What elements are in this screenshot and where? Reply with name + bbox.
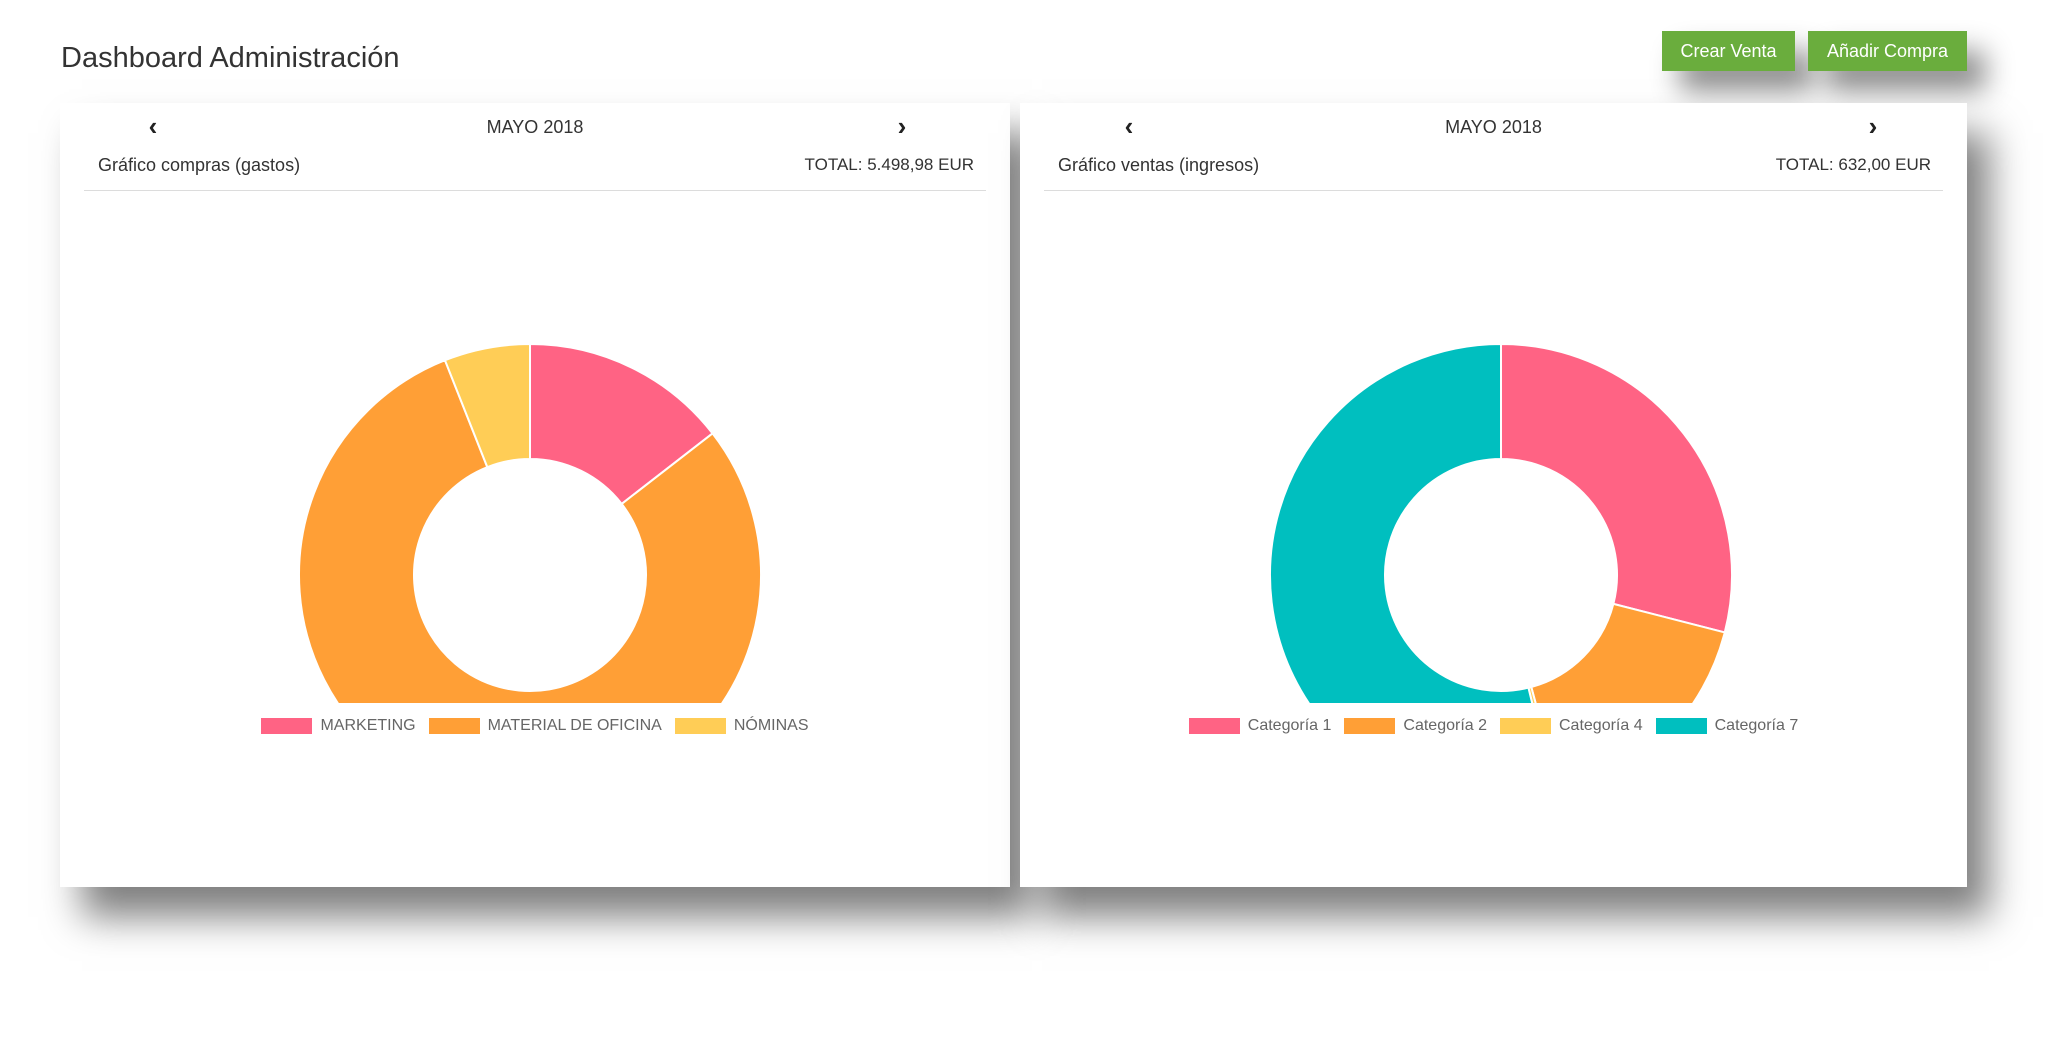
slice-categoria-7[interactable] — [1269, 342, 1556, 703]
compras-month: MAYO 2018 — [486, 117, 584, 137]
divider — [84, 190, 986, 191]
page-title: Dashboard Administración — [61, 42, 400, 74]
ventas-month: MAYO 2018 — [1445, 117, 1542, 137]
legend-item-nominas[interactable]: NÓMINAS — [674, 717, 809, 735]
crear-venta-button[interactable]: Crear Venta — [1662, 31, 1795, 71]
legend-item-categoria-1[interactable]: Categoría 1 — [1188, 717, 1332, 735]
chevron-right-icon[interactable]: › — [897, 111, 907, 141]
compras-panel: ‹ MAYO 2018 › Gráfico compras (gastos) T… — [60, 103, 1010, 887]
chevron-left-icon[interactable]: ‹ — [1124, 111, 1134, 141]
ventas-legend: Categoría 1 Categoría 2 Categoría 4 Categor… — [1020, 717, 1967, 735]
compras-panel-header: ‹ MAYO 2018 › Gráfico compras (gastos) T… — [60, 103, 1010, 193]
slice-marketing[interactable] — [529, 342, 714, 506]
divider — [1044, 190, 1943, 191]
legend-swatch — [1500, 718, 1551, 734]
legend-item-categoria-2[interactable]: Categoría 2 — [1344, 717, 1487, 735]
legend-item-marketing[interactable]: MARKETING — [261, 717, 416, 735]
ventas-doughnut-chart — [1269, 342, 1733, 703]
legend-label: NÓMINAS — [733, 717, 809, 734]
compras-total: TOTAL: 5.498,98 EUR — [804, 155, 974, 174]
legend-label: MARKETING — [320, 717, 416, 734]
compras-legend: MARKETING MATERIAL DE OFICINA NÓMINAS — [60, 717, 1010, 735]
slice-nominas[interactable] — [443, 342, 531, 469]
slice-categoria-1[interactable] — [1500, 342, 1733, 634]
legend-swatch — [1344, 718, 1396, 734]
anadir-compra-button[interactable]: Añadir Compra — [1808, 31, 1967, 71]
slice-categoria-2[interactable] — [1530, 602, 1726, 703]
ventas-subtitle: Gráfico ventas (ingresos) — [1058, 155, 1260, 175]
chevron-right-icon[interactable]: › — [1868, 111, 1878, 141]
ventas-total: TOTAL: 632,00 EUR — [1775, 155, 1931, 174]
legend-swatch — [674, 718, 726, 734]
compras-subtitle: Gráfico compras (gastos) — [98, 155, 301, 175]
ventas-panel: ‹ MAYO 2018 › Gráfico ventas (ingresos) … — [1020, 103, 1967, 887]
chevron-left-icon[interactable]: ‹ — [148, 111, 158, 141]
legend-label: Categoría 2 — [1403, 717, 1487, 734]
legend-item-categoria-7[interactable]: Categoría 7 — [1655, 717, 1799, 735]
legend-swatch — [261, 718, 313, 734]
compras-doughnut-chart — [298, 342, 762, 703]
legend-label: MATERIAL DE OFICINA — [487, 717, 662, 734]
legend-item-categoria-4[interactable]: Categoría 4 — [1500, 717, 1643, 735]
legend-label: Categoría 7 — [1714, 717, 1799, 734]
legend-swatch — [428, 718, 480, 734]
legend-label: Categoría 4 — [1559, 717, 1643, 734]
legend-swatch — [1188, 718, 1240, 734]
legend-swatch — [1655, 718, 1707, 734]
slice-material-de-oficina[interactable] — [298, 358, 762, 703]
ventas-panel-header: ‹ MAYO 2018 › Gráfico ventas (ingresos) … — [1020, 103, 1967, 193]
legend-label: Categoría 1 — [1247, 717, 1332, 734]
legend-item-material-de-oficina[interactable]: MATERIAL DE OFICINA — [428, 717, 662, 735]
